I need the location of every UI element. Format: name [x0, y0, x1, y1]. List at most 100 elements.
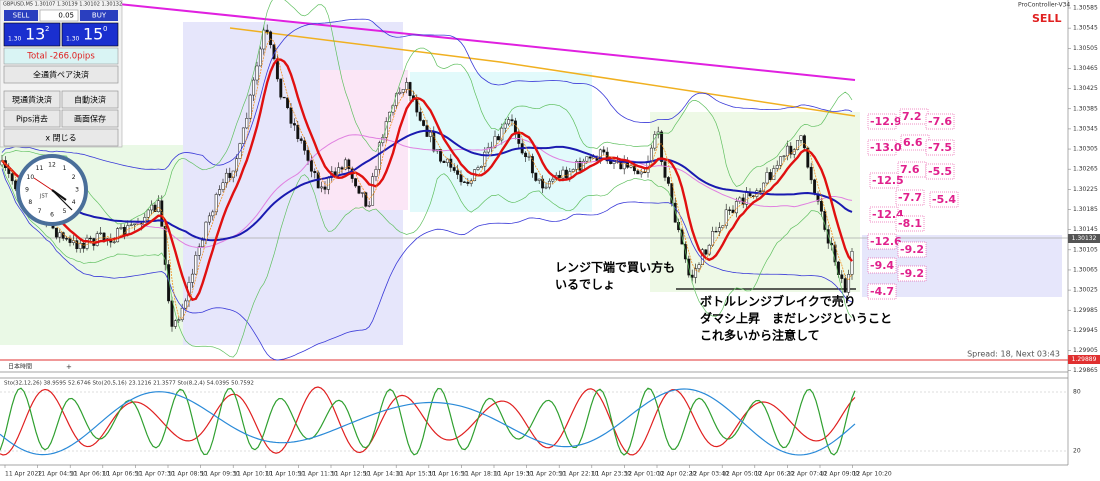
- price-tick-label: 1.29905: [1073, 347, 1098, 354]
- pips-value: -7.7: [898, 191, 922, 204]
- candle-body: [58, 232, 62, 238]
- pips-box: [899, 108, 929, 125]
- pips-value: -13.0: [870, 141, 902, 154]
- candle-body: [561, 169, 565, 179]
- pips-value: -7.5: [928, 141, 952, 154]
- buy-label: BUY: [92, 12, 107, 20]
- buy-button[interactable]: [80, 10, 118, 21]
- candle-body: [585, 156, 589, 162]
- price-tick-label: 1.29985: [1073, 307, 1098, 314]
- pips-value: -9.2: [900, 267, 924, 280]
- ma-orange: [1, 38, 853, 320]
- bollinger-inner: [1, 164, 853, 358]
- candle-body: [248, 94, 252, 119]
- symbol-info: GBPUSD,M5 1.30107 1.30139 1.30102 1.3013…: [3, 2, 122, 8]
- candle-body: [758, 190, 762, 192]
- time-tick-label: 11 Apr 20:50: [527, 471, 566, 478]
- pips-value: -12.5: [872, 174, 904, 187]
- candle-body: [340, 167, 344, 170]
- candle-body: [789, 145, 793, 155]
- candle-body: [779, 156, 783, 166]
- candle-body: [486, 147, 490, 153]
- candle-body: [398, 91, 402, 94]
- range-box: [410, 72, 592, 212]
- buy-price-box[interactable]: [61, 22, 119, 47]
- candle-body: [432, 131, 436, 152]
- candle-body: [218, 189, 222, 195]
- candle-body: [88, 237, 92, 240]
- clock-number: 8: [28, 199, 32, 206]
- candle-body: [741, 197, 745, 205]
- pips-box: [897, 241, 927, 258]
- time-tick-label: 12 Apr 01:00: [624, 471, 663, 478]
- low-price-tag: [1068, 355, 1100, 364]
- candle-body: [452, 167, 456, 171]
- candle-body: [639, 171, 643, 175]
- candle-body: [207, 215, 211, 223]
- candle-body: [99, 232, 103, 235]
- time-tick-label: 11 Apr 11:30: [298, 471, 337, 478]
- panel-button-label: 全通貨ペア決済: [33, 70, 89, 80]
- time-tick-label: 11 Apr 08:50: [168, 471, 207, 478]
- panel-button[interactable]: [3, 65, 119, 84]
- time-tick-label: 11 Apr 10:10: [233, 471, 272, 478]
- candle-body: [303, 140, 307, 151]
- candle-body: [201, 239, 205, 247]
- candle-body: [190, 273, 194, 283]
- time-tick-label: 11 Apr 18:10: [461, 471, 500, 478]
- panel-button[interactable]: [3, 109, 61, 128]
- pips-box: [897, 161, 927, 178]
- price-tick-label: 1.29865: [1073, 367, 1098, 374]
- spread: Spread: 18, Next 03:43: [967, 350, 1060, 359]
- osc-axis-label: 80: [1073, 389, 1081, 396]
- panel-button[interactable]: [3, 90, 61, 109]
- annotation: レンジ下端で買い方も: [555, 260, 675, 275]
- panel-button[interactable]: [61, 109, 119, 128]
- panel-button[interactable]: [61, 90, 119, 109]
- price-tick-label: 1.29945: [1073, 327, 1098, 334]
- candle-body: [714, 231, 718, 233]
- candle-body: [384, 121, 388, 138]
- candle-body: [462, 181, 466, 183]
- candle-body: [245, 118, 249, 129]
- candle-body: [102, 232, 106, 241]
- candle-body: [255, 65, 259, 81]
- time-tick-label: 11 Apr 22:10: [559, 471, 598, 478]
- pips-value: -9.2: [900, 243, 924, 256]
- lot-input[interactable]: [39, 9, 79, 22]
- time-tick-label: 11 Apr 23:30: [592, 471, 631, 478]
- long-ma-2: [229, 27, 856, 117]
- sell-button[interactable]: [4, 10, 38, 21]
- time-tick-label: 12 Apr 06:20: [755, 471, 794, 478]
- osc-axis-label: 20: [1073, 448, 1081, 455]
- candle-body: [296, 124, 300, 139]
- range-box: [320, 70, 408, 210]
- time-tick-label: 11 Apr 16:50: [429, 471, 468, 478]
- candle-body: [343, 159, 347, 170]
- candle-body: [371, 176, 375, 206]
- panel-button-label: 現通貨決済: [12, 95, 52, 105]
- bollinger-lower: [1, 168, 853, 361]
- candle-body: [629, 165, 633, 168]
- time-tick-label: 11 Apr 06:50: [103, 471, 142, 478]
- candle-body: [401, 89, 405, 93]
- current-price-tag: [1068, 234, 1100, 243]
- candle-body: [163, 226, 167, 265]
- candle-body: [71, 240, 75, 243]
- candle-body: [690, 274, 694, 278]
- candle-body: [847, 274, 851, 293]
- add-tab[interactable]: +: [66, 363, 72, 371]
- panel-button[interactable]: [3, 128, 119, 147]
- pips-box: [867, 283, 897, 300]
- candle-body: [173, 320, 177, 327]
- candle-body: [224, 172, 228, 183]
- candle-body: [704, 249, 708, 255]
- sell-price-box[interactable]: [3, 22, 61, 47]
- candle-body: [578, 161, 582, 171]
- price-tick-label: 1.30025: [1073, 287, 1098, 294]
- panel-button-label: Pips消去: [16, 114, 48, 124]
- sell-price-main: 13: [25, 25, 45, 44]
- price-tick-label: 1.30105: [1073, 246, 1098, 253]
- current-price: 1.30132: [1072, 235, 1097, 242]
